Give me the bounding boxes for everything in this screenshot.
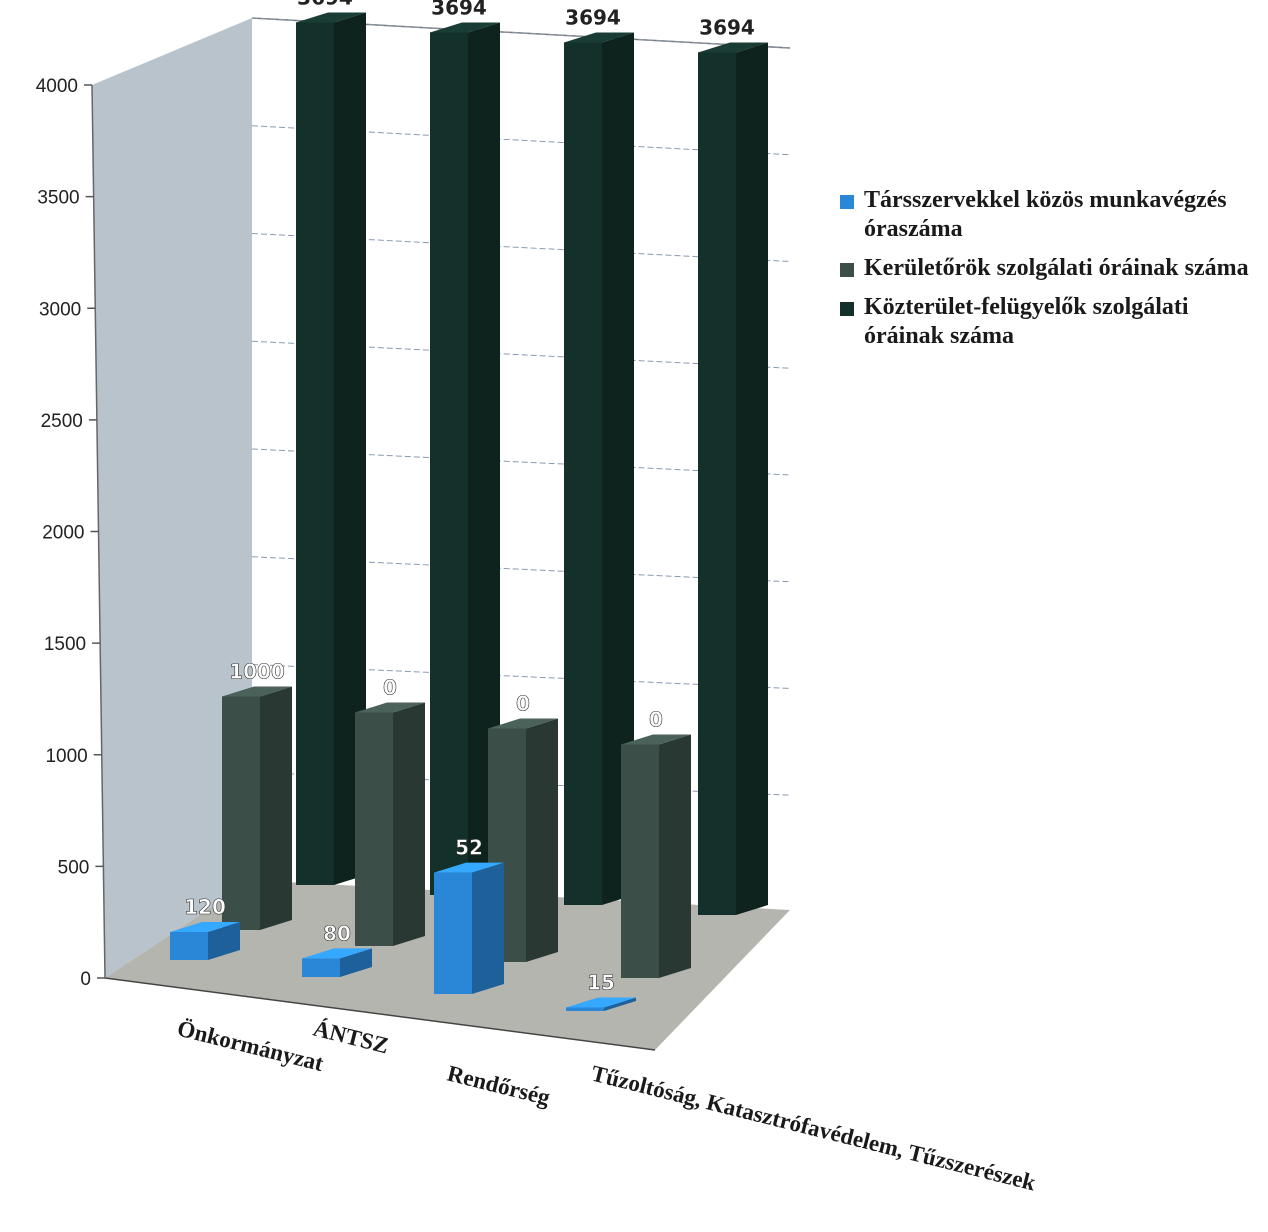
back-wall: [252, 18, 790, 902]
bar-s1-c4: [566, 997, 636, 1011]
side-wall: [92, 18, 252, 978]
bar-s2-c2-side: [393, 702, 425, 946]
bar-s2-c1-top: [222, 686, 292, 697]
bar-s1-c1-side: [208, 921, 240, 960]
bar-s2-c3-top: [488, 718, 558, 729]
y-tick-label: 3500: [37, 188, 79, 209]
bar-s2-c2-top: [355, 702, 425, 713]
data-label-s1-c3: 52: [455, 836, 483, 860]
bar-s1-c3: [434, 862, 504, 994]
category-label-3: Rendőrség: [445, 1061, 553, 1111]
legend-swatch-series-2: [840, 263, 854, 277]
bar-s1-c3-side: [472, 862, 504, 994]
bar-s3-c1: [296, 12, 366, 886]
bar-s3-c1-top: [296, 12, 366, 23]
y-tick-label: 4000: [36, 76, 78, 97]
legend-label-series-1: Társszervekkel közös munkavégzés óraszám…: [864, 187, 1227, 242]
bar-s1-c2: [302, 948, 372, 977]
legend-item-series-3: Közterület-felügyelők szolgálati óráinak…: [838, 293, 1268, 351]
bar-s2-c1-side: [260, 686, 292, 930]
y-tick-label: 3000: [39, 299, 81, 320]
data-label-s3-c3: 3694: [565, 5, 621, 29]
bar-s1-c2-top: [302, 948, 372, 959]
bar-s1-c4-front: [566, 1007, 604, 1011]
bar-s3-c3-front: [564, 42, 602, 906]
y-tick-label: 2000: [42, 523, 84, 544]
y-tick-label: 2500: [41, 411, 83, 432]
data-label-s2-c2: 0: [383, 676, 397, 700]
y-tick-label: 1000: [45, 746, 87, 767]
bar-s2-c4: [621, 734, 691, 978]
data-label-s1-c1: 120: [184, 895, 226, 919]
bar-s3-c4-side: [736, 42, 768, 916]
y-tick-label: 500: [58, 857, 90, 878]
bar-s2-c3-side: [526, 718, 558, 962]
bar-s1-c1: [170, 921, 240, 960]
legend-item-series-1: Társszervekkel közös munkavégzés óraszám…: [838, 186, 1268, 244]
legend: Társszervekkel közös munkavégzés óraszám…: [838, 186, 1268, 361]
data-label-s2-c3: 0: [516, 692, 530, 716]
legend-swatch-series-3: [840, 302, 854, 316]
bar-s3-c1-side: [334, 12, 366, 886]
legend-label-series-2: Kerületőrök szolgálati óráinak száma: [864, 255, 1249, 281]
bar-s2-c4-top: [621, 734, 691, 745]
data-label-s3-c4: 3694: [699, 15, 755, 39]
bar-s3-c4: [698, 42, 768, 916]
bar-s3-c2-top: [430, 22, 500, 33]
bar-s3-c3-side: [602, 32, 634, 906]
bar-s3-c3: [564, 32, 634, 906]
bar-s3-c2-side: [468, 22, 500, 896]
bar-s1-c4-top: [566, 997, 636, 1008]
x-axis-line: [104, 977, 656, 1051]
bar-s2-c2: [355, 702, 425, 946]
bar-s2-c1: [222, 686, 292, 930]
data-label-s1-c4: 15: [587, 970, 615, 994]
bar-s1-c3-top: [434, 862, 504, 873]
y-axis-ticks: 0 500 1000 1500 2000 2500 3000 3500 4000: [36, 76, 105, 990]
bar-s2-c4-side: [659, 734, 691, 978]
category-label-4: Tűzoltóság, Katasztrófavédelem, Tűzszeré…: [589, 1061, 1039, 1196]
bar-s3-c1-front: [296, 22, 334, 886]
legend-item-series-2: Kerületőrök szolgálati óráinak száma: [838, 254, 1268, 283]
data-label-s1-c2: 80: [323, 921, 351, 945]
data-label-s3-c1: 3694: [297, 0, 353, 9]
category-label-1: Önkormányzat: [175, 1016, 326, 1077]
bars: [170, 12, 768, 1011]
bar-s3-c2-front: [430, 32, 468, 896]
data-labels: 3694 3694 3694 3694 1000 0 0 0 120 80 52 15: [184, 0, 755, 995]
bar-s2-c4-front: [621, 744, 659, 978]
bar-s3-c3-top: [564, 32, 634, 43]
bar-s1-c1-front: [170, 931, 208, 960]
legend-label-series-3: Közterület-felügyelők szolgálati óráinak…: [864, 294, 1189, 349]
bar-s1-c4-side: [604, 997, 636, 1011]
bar-s3-c4-front: [698, 52, 736, 916]
y-tick-label: 0: [80, 969, 91, 990]
bar-s2-c1-front: [222, 696, 260, 930]
bar-s2-c2-front: [355, 712, 393, 946]
bar-s3-c2: [430, 22, 500, 896]
bar-s1-c2-side: [340, 948, 372, 977]
legend-swatch-series-1: [840, 195, 854, 209]
data-label-s3-c2: 3694: [431, 0, 487, 19]
bar-s1-c1-top: [170, 921, 240, 932]
bar-s1-c3-front: [434, 872, 472, 994]
bar-s1-c2-front: [302, 958, 340, 977]
y-tick-label: 1500: [44, 634, 86, 655]
bar-s3-c4-top: [698, 42, 768, 53]
data-label-s2-c1: 1000: [229, 660, 285, 684]
data-label-s2-c4: 0: [649, 708, 663, 732]
